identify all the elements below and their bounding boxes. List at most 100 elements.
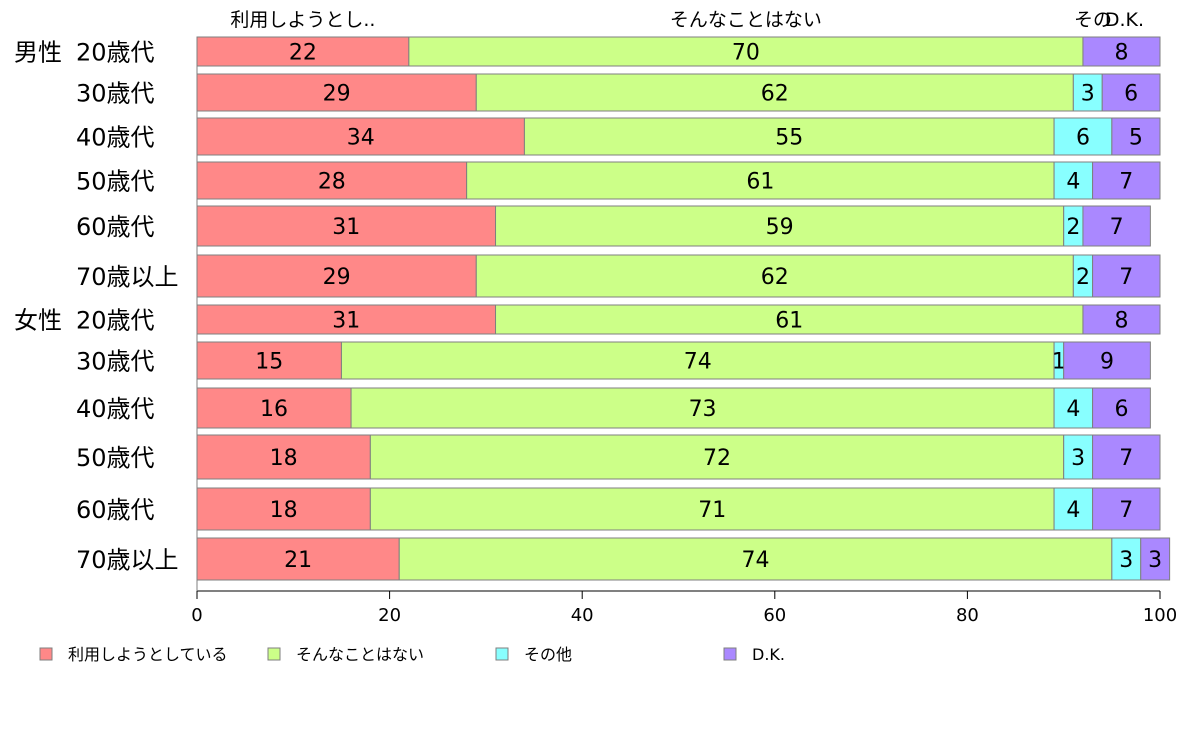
x-tick-label: 60 [763,605,786,626]
data-label: 6 [1124,82,1138,107]
bar-segment [196,537,400,581]
x-tick-label: 80 [956,605,979,626]
bar-segment [1082,36,1161,67]
bar-row-9: 18 72 3 7 [196,434,1161,480]
data-label: 16 [260,397,288,422]
data-label: 2 [1076,265,1090,290]
x-tick-label: 20 [378,605,401,626]
data-label: 7 [1119,498,1133,523]
data-label: 2 [1066,215,1080,240]
data-label: 7 [1119,170,1133,195]
data-label: 70 [732,41,760,66]
x-tick-label: 40 [571,605,594,626]
data-label: 34 [347,126,375,151]
bar-segment [196,254,477,298]
bar-segment [1092,487,1161,531]
series-header-1: そんなことはない [670,9,822,31]
legend-label: D.K. [752,645,785,664]
bar-segment [1092,387,1151,429]
bar-segment [196,161,468,200]
data-label: 7 [1110,215,1124,240]
bar-segment [1092,434,1161,480]
category-label: 20歳代 [76,307,155,335]
data-label: 31 [332,215,360,240]
data-label: 9 [1100,350,1114,375]
bar-segment [350,387,1055,429]
data-label: 59 [766,215,794,240]
bar-row-10: 18 71 4 7 [196,487,1161,531]
data-label: 74 [684,350,712,375]
legend-label: 利用しようとしている [68,645,228,664]
group-label: 男性 [14,39,62,67]
bar-segment [523,117,1055,156]
data-label: 62 [761,265,789,290]
data-label: 3 [1148,548,1162,573]
data-label: 62 [761,82,789,107]
x-tick-label: 100 [1143,605,1177,626]
data-label: 73 [689,397,717,422]
category-label: 40歳代 [76,124,155,152]
data-label: 72 [703,446,731,471]
legend-swatch [723,647,737,661]
legend-item: その他 [495,645,572,664]
data-label: 21 [284,548,312,573]
bar-segment [1053,117,1113,156]
data-label: 7 [1119,265,1133,290]
category-label: 20歳代 [76,39,155,67]
data-label: 22 [289,41,317,66]
data-label: 3 [1081,82,1095,107]
data-label: 4 [1066,170,1080,195]
data-label: 8 [1114,41,1128,66]
legend-swatch [39,647,53,661]
legend-label: そんなことはない [296,645,424,664]
legend-item: 利用しようとしている [39,645,228,664]
data-label: 71 [698,498,726,523]
data-label: 29 [323,265,351,290]
bar-row-1: 29 62 3 6 [196,73,1161,112]
data-label: 18 [270,446,298,471]
data-label: 28 [318,170,346,195]
bar-segment [1101,73,1161,112]
legend-item: そんなことはない [267,645,424,664]
category-label: 70歳以上 [76,546,179,574]
category-label: 60歳代 [76,213,155,241]
bar-segment [475,254,1074,298]
bar-segment [1063,341,1151,380]
legend-label: その他 [524,645,572,664]
data-label: 1 [1052,350,1066,375]
bar-segment [1140,537,1171,581]
group-label: 女性 [14,307,62,335]
bar-row-0: 22 70 8 [196,36,1161,67]
data-label: 4 [1066,397,1080,422]
data-label: 31 [332,309,360,334]
data-label: 74 [742,548,770,573]
x-axis: 0 20 40 60 80 100 [191,37,1177,626]
bar-row-5: 29 62 2 7 [196,254,1161,298]
data-label: 18 [270,498,298,523]
bar-segment [475,73,1074,112]
series-header-labels: 利用しようとし.. そんなことはない そのD.K. [230,9,1144,31]
series-header-3: D.K. [1105,9,1144,31]
bar-segment [1092,254,1161,298]
bar-segment [1111,537,1142,581]
bar-row-6: 31 61 8 [196,304,1161,335]
bar-row-3: 28 61 4 7 [196,161,1161,200]
legend: 利用しようとしている そんなことはない その他 D.K. [39,645,785,664]
bar-segment [1111,117,1161,156]
data-label: 4 [1066,498,1080,523]
legend-swatch [267,647,281,661]
category-label: 30歳代 [76,348,155,376]
bar-segment [196,304,497,335]
bar-row-8: 16 73 4 6 [196,387,1151,429]
data-label: 8 [1114,309,1128,334]
bar-segment [369,434,1065,480]
bar-row-2: 34 55 6 5 [196,117,1161,156]
bar-segment [1082,304,1161,335]
category-label: 50歳代 [76,168,155,196]
bar-segment [196,341,342,380]
category-label: 30歳代 [76,80,155,108]
bar-row-7: 15 74 1 9 [196,341,1151,380]
series-header-2: その [1074,9,1112,31]
bar-row-4: 31 59 2 7 [196,205,1151,247]
